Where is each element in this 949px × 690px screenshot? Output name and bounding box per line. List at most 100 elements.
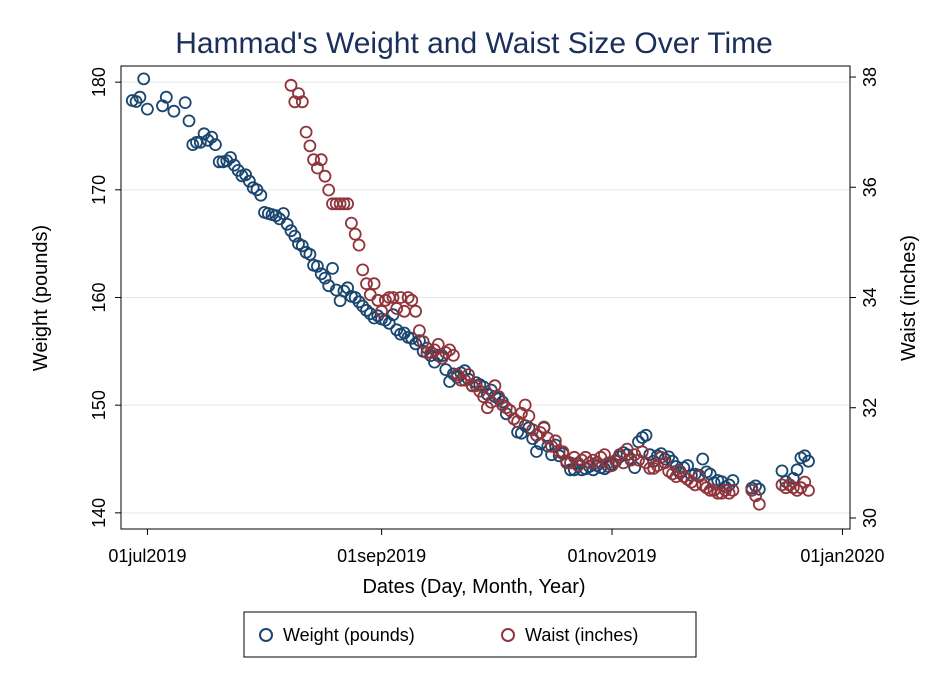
waist-point: [802, 483, 815, 497]
weight-point: [386, 308, 400, 322]
waist-point: [322, 183, 336, 197]
weight-point: [205, 130, 219, 144]
waist-point: [337, 197, 351, 211]
weight-point: [242, 174, 256, 188]
weight-point: [752, 482, 766, 496]
weight-point: [269, 209, 283, 223]
waist-point: [394, 291, 407, 304]
weight-point: [639, 428, 653, 442]
waist-point: [556, 445, 570, 459]
waist-point: [375, 304, 389, 318]
right-tick-label: 30: [860, 508, 880, 528]
weight-point: [409, 337, 423, 351]
weight-point: [239, 168, 253, 182]
waist-point: [341, 197, 355, 211]
right-tick-label: 36: [860, 177, 880, 197]
left-tick-label: 180: [89, 67, 109, 97]
left-tick-label: 170: [89, 175, 109, 205]
weight-point: [779, 475, 793, 489]
weight-point: [326, 261, 339, 275]
weight-point: [140, 102, 154, 116]
weight-point: [288, 229, 302, 243]
waist-point: [344, 216, 358, 230]
waist-point: [371, 293, 385, 307]
gridlines: [121, 81, 850, 514]
weight-point: [197, 127, 211, 141]
waist-point: [537, 420, 551, 434]
legend-marker-weight: [259, 628, 273, 642]
chart-title: Hammad's Weight and Waist Size Over Time: [175, 27, 773, 60]
series-layer: [125, 72, 815, 511]
weight-point: [212, 155, 226, 169]
left-y-axis-title: Weight (pounds): [30, 225, 52, 371]
weight-point: [802, 454, 815, 468]
waist-point: [295, 95, 309, 109]
waist-point: [420, 346, 434, 360]
right-tick-label: 34: [860, 287, 880, 307]
waist-point: [752, 497, 766, 511]
waist-point: [643, 461, 657, 475]
waist-point: [431, 337, 445, 351]
waist-point: [726, 483, 740, 497]
waist-point: [360, 277, 373, 291]
waist-point: [390, 302, 404, 315]
waist-point: [386, 291, 400, 304]
waist-point: [401, 291, 415, 304]
waist-point: [318, 169, 332, 183]
waist-point: [446, 348, 460, 362]
weight-point: [303, 247, 317, 261]
weight-point: [628, 461, 642, 475]
waist-point: [412, 324, 426, 338]
waist-point: [348, 227, 362, 241]
weight-point: [280, 217, 294, 231]
weight-point: [159, 90, 173, 104]
right-tick-label: 32: [860, 398, 880, 418]
waist-point: [635, 445, 649, 459]
waist-point: [303, 139, 317, 153]
weight-point: [224, 151, 237, 164]
weight-point: [133, 90, 147, 104]
legend-label-weight: Weight (pounds): [283, 625, 415, 645]
weight-point: [775, 464, 789, 478]
waist-point: [416, 335, 430, 349]
x-tick-label: 01jan2020: [800, 546, 884, 566]
waist-point: [367, 277, 381, 291]
right-y-axis-title: Waist (inches): [898, 235, 920, 361]
weight-point: [208, 138, 222, 152]
x-tick-label: 01sep2019: [337, 546, 426, 566]
x-tick-label: 01nov2019: [567, 546, 656, 566]
weight-point: [295, 239, 309, 253]
weight-point: [182, 114, 196, 128]
waist-point: [488, 379, 502, 393]
weight-point: [696, 452, 710, 466]
weight-point: [310, 259, 324, 273]
legend-marker-waist: [501, 628, 515, 642]
waist-series: [284, 78, 815, 511]
weight-point: [276, 207, 290, 220]
waist-point: [703, 483, 717, 497]
right-tick-label: 38: [860, 67, 880, 87]
weight-point: [318, 271, 332, 285]
waist-point: [314, 153, 328, 167]
waist-point: [552, 445, 566, 459]
weight-point: [726, 474, 740, 487]
waist-point: [405, 293, 419, 307]
waist-point: [409, 304, 423, 318]
weight-point: [360, 303, 373, 317]
left-tick-label: 160: [89, 282, 109, 312]
waist-point: [356, 263, 370, 277]
left-tick-label: 140: [89, 498, 109, 528]
weight-point: [254, 188, 268, 202]
waist-point: [549, 434, 562, 448]
waist-point: [284, 78, 298, 92]
waist-point: [299, 125, 313, 139]
x-axis-title: Dates (Day, Month, Year): [362, 576, 585, 598]
right-y-axis: 30 32 34 36 38: [850, 67, 880, 528]
waist-point: [352, 238, 366, 252]
waist-point: [518, 398, 532, 412]
waist-point: [522, 409, 536, 423]
waist-point: [586, 453, 600, 467]
waist-point: [462, 368, 475, 382]
legend: Weight (pounds) Waist (inches): [243, 611, 697, 658]
